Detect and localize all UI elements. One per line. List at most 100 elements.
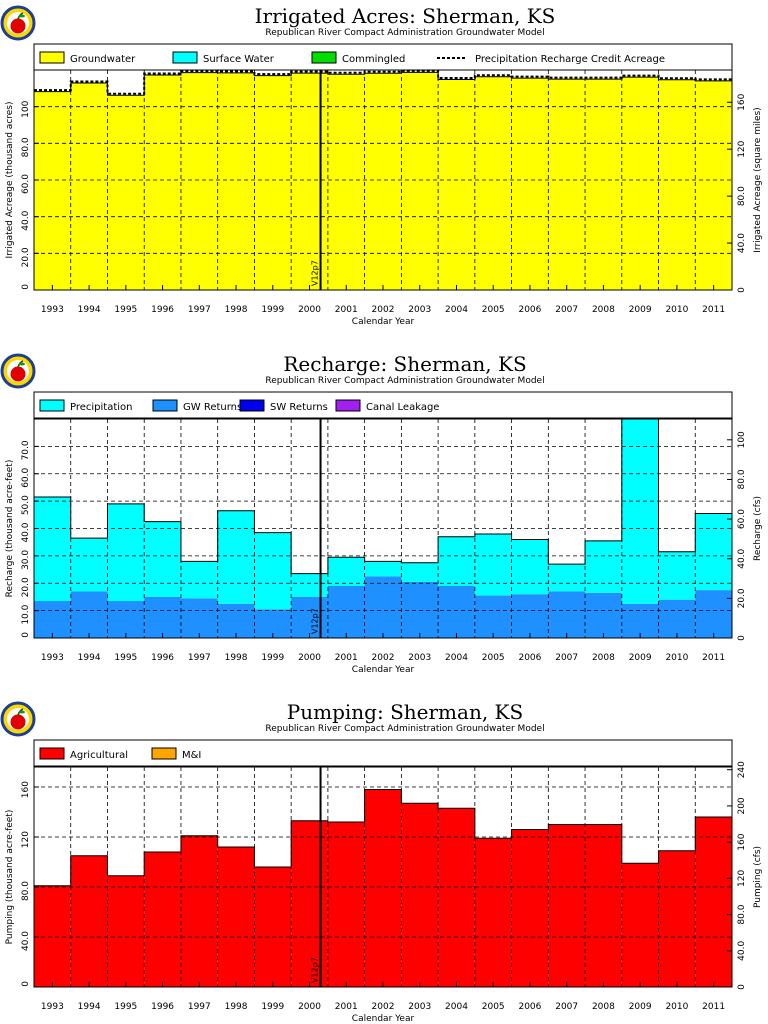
y2-tick-label: 40.0 <box>737 940 747 960</box>
y-tick-label: 40.0 <box>21 522 31 542</box>
bar-agricultural-1995 <box>107 875 145 987</box>
bar-precipitation-1998 <box>217 510 255 604</box>
chart-subtitle: Republican River Compact Administration … <box>265 28 544 38</box>
x-axis: 1993 1994 1995 1996 1997 1998 1999 2000 2001 2002… <box>41 982 725 1012</box>
x-tick-label: 2007 <box>555 305 578 315</box>
bar-precipitation-2006 <box>511 539 549 595</box>
bar-groundwater-1999 <box>254 75 292 290</box>
bar-precipitation-2002 <box>364 561 402 577</box>
bar-precipitation-2011 <box>695 513 732 591</box>
y2-tick-label: 160 <box>737 93 747 110</box>
y-axis-right: 0 20.0 40.0 60.0 80.0 100 <box>727 431 747 641</box>
y2-axis-label: Recharge (cfs) <box>753 496 763 561</box>
bar-groundwater-2007 <box>548 79 586 291</box>
y-axis-left: 0 20.0 40.0 60.0 80.0 100 <box>21 100 39 291</box>
x-tick-label: 2011 <box>702 1002 725 1012</box>
legend-item: M&I <box>151 747 201 761</box>
x-tick-label: 1994 <box>78 305 101 315</box>
legend-item: SW Returns <box>239 399 328 413</box>
x-tick-label: 2004 <box>445 653 468 663</box>
y2-tick-label: 0 <box>737 984 747 990</box>
bar-gw-returns-2002 <box>364 576 402 638</box>
bars <box>34 789 732 987</box>
x-tick-label: 1998 <box>225 305 248 315</box>
bar-gw-returns-2010 <box>658 599 696 638</box>
x-tick-label: 1993 <box>41 305 64 315</box>
chart-title: Irrigated Acres: Sherman, KS <box>255 4 556 28</box>
legend-item: Agricultural <box>39 747 128 761</box>
legend-swatch <box>39 399 65 412</box>
y2-tick-label: 240 <box>737 761 747 778</box>
legend-swatch <box>152 399 178 412</box>
bar-groundwater-2009 <box>621 77 659 291</box>
bar-agricultural-1993 <box>34 885 71 987</box>
legend-label: Precipitation <box>70 402 133 413</box>
bar-precipitation-1997 <box>180 561 218 599</box>
bar-groundwater-1993 <box>34 91 71 290</box>
y2-tick-label: 40.0 <box>737 233 747 253</box>
x-tick-label: 1996 <box>151 1002 174 1012</box>
bar-agricultural-2002 <box>364 789 402 987</box>
x-tick-label: 2004 <box>445 305 468 315</box>
bar-precipitation-2001 <box>327 557 365 586</box>
x-tick-label: 1995 <box>114 1002 137 1012</box>
bar-agricultural-2007 <box>548 824 586 987</box>
bar-precipitation-1996 <box>144 521 181 597</box>
bar-groundwater-2001 <box>327 74 365 290</box>
bar-agricultural-1994 <box>70 855 108 987</box>
x-axis: 1993 1994 1995 1996 1997 1998 1999 2000 2001 2002… <box>41 633 725 663</box>
y-tick-label: 80.0 <box>21 137 31 157</box>
x-tick-label: 1993 <box>41 653 64 663</box>
bar-gw-returns-2008 <box>585 592 622 638</box>
x-tick-label: 1994 <box>78 1002 101 1012</box>
legend-label: Canal Leakage <box>366 402 439 413</box>
legend-label: Agricultural <box>70 750 128 761</box>
x-tick-label: 2010 <box>665 653 688 663</box>
legend-swatch <box>311 51 337 64</box>
x-tick-label: 1996 <box>151 305 174 315</box>
bar-agricultural-2010 <box>658 850 696 987</box>
bar-groundwater-1996 <box>144 74 181 290</box>
x-tick-label: 1997 <box>188 653 211 663</box>
legend-swatch <box>151 747 177 760</box>
x-tick-label: 2006 <box>518 653 541 663</box>
legend-label: GW Returns <box>183 402 242 413</box>
x-tick-label: 1998 <box>225 653 248 663</box>
legend-item: Surface Water <box>172 51 275 65</box>
bar-groundwater-2010 <box>658 79 696 290</box>
y-axis-right: 0 40.0 80.0 120 160 <box>727 93 747 293</box>
legend-item: Commingled <box>311 51 405 65</box>
bar-gw-returns-1997 <box>180 598 218 638</box>
bar-groundwater-1998 <box>217 72 255 290</box>
bar-gw-returns-2011 <box>695 590 732 638</box>
bar-precipitation-2007 <box>548 564 586 592</box>
y2-tick-label: 200 <box>737 797 747 814</box>
y2-axis-label: Irrigated Acreage (square miles) <box>753 107 763 252</box>
y-tick-label: 20.0 <box>21 247 31 267</box>
x-axis-label: Calendar Year <box>352 1014 415 1024</box>
y-tick-label: 40.0 <box>21 210 31 230</box>
y-tick-label: 20.0 <box>21 577 31 597</box>
y2-tick-label: 120 <box>737 140 747 157</box>
gridlines <box>34 70 732 290</box>
x-tick-label: 2002 <box>372 1002 395 1012</box>
legend-swatch <box>39 747 65 760</box>
x-tick-label: 2005 <box>482 305 505 315</box>
x-tick-label: 2004 <box>445 1002 468 1012</box>
x-tick-label: 2011 <box>702 305 725 315</box>
x-tick-label: 2007 <box>555 653 578 663</box>
y-axis-label: Irrigated Acreage (thousand acres) <box>5 101 15 258</box>
legend-label: SW Returns <box>270 402 328 413</box>
y-tick-label: 50.0 <box>21 495 31 515</box>
bar-precipitation-1999 <box>254 532 292 610</box>
x-tick-label: 2000 <box>298 305 321 315</box>
bar-precipitation-1995 <box>107 503 145 602</box>
y2-tick-label: 120 <box>737 869 747 886</box>
legend-item: Precipitation Recharge Credit Acreage <box>437 54 665 65</box>
bar-agricultural-1997 <box>180 835 218 987</box>
y-tick-label: 0 <box>21 284 31 290</box>
model-version-label: V12p7 <box>311 608 320 634</box>
y2-tick-label: 80.0 <box>737 469 747 489</box>
bar-gw-returns-1998 <box>217 603 255 638</box>
